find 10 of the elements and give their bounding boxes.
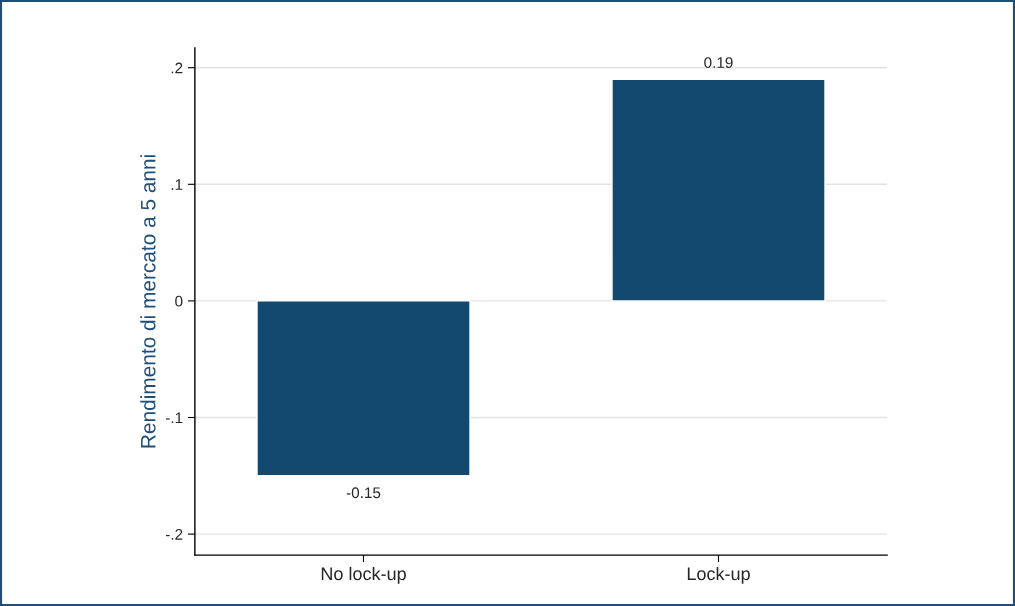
data-label: -0.15 xyxy=(346,487,381,499)
y-tick-label: -.1 xyxy=(165,412,183,424)
x-tick-label: No lock-up xyxy=(321,566,406,584)
data-label: 0.19 xyxy=(704,57,733,68)
x-tick-label: Lock-up xyxy=(687,566,750,584)
y-tick-label: .1 xyxy=(171,179,183,190)
y-tick-label: -.2 xyxy=(165,528,183,540)
y-axis-title: Rendimento di mercato a 5 anni xyxy=(140,155,156,448)
y-tick-label: .2 xyxy=(171,62,183,74)
y-tick-label: 0 xyxy=(175,295,183,307)
